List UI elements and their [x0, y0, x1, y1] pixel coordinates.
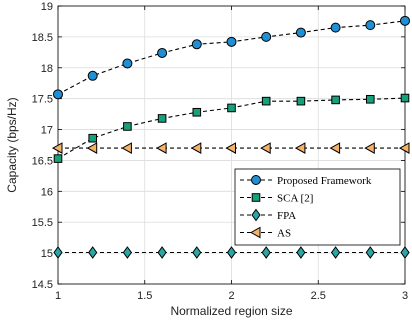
legend-label: Proposed Framework — [277, 175, 372, 187]
data-point — [122, 246, 133, 259]
legend-label: FPA — [277, 210, 296, 222]
y-tick-label: 17.5 — [32, 94, 53, 106]
data-point — [330, 246, 341, 259]
y-axis-label: Capacity (bps/Hz) — [5, 97, 19, 192]
data-point — [260, 142, 271, 154]
data-point — [122, 58, 133, 69]
data-point — [225, 142, 236, 154]
legend: Proposed Framework SCA [2] FPA AS — [234, 168, 401, 246]
data-point — [157, 246, 167, 259]
y-tick-label: 14.5 — [32, 279, 53, 291]
data-point — [86, 142, 98, 154]
y-tick-label: 16.5 — [32, 155, 53, 167]
legend-marker — [251, 175, 261, 185]
data-point — [53, 89, 63, 100]
data-point — [398, 142, 410, 154]
legend-label: SCA [2] — [277, 193, 313, 205]
data-point — [192, 107, 202, 117]
data-point — [157, 114, 167, 123]
y-tick-label: 15 — [41, 248, 53, 260]
y-tick-label: 16 — [41, 186, 53, 198]
data-point — [400, 246, 410, 259]
data-point — [261, 96, 271, 106]
data-point — [227, 103, 236, 113]
data-point — [156, 142, 167, 154]
legend-item: Proposed Framework — [240, 175, 372, 187]
data-point — [365, 20, 376, 31]
data-point — [261, 246, 271, 259]
data-point — [296, 246, 306, 259]
data-point — [329, 142, 341, 154]
data-point — [53, 246, 63, 259]
data-point — [51, 142, 63, 154]
series-sca-2 — [53, 93, 410, 163]
data-point — [87, 70, 98, 81]
x-tick-label: 1 — [55, 290, 61, 302]
data-point — [226, 36, 237, 47]
y-axis: 14.5 15 15.5 16 16.5 17 17.5 18 18.5 19 — [32, 1, 405, 291]
data-point — [364, 142, 375, 154]
series-layer — [51, 15, 410, 259]
series-as — [51, 142, 410, 154]
data-point — [400, 15, 410, 26]
data-point — [365, 246, 375, 259]
y-tick-label: 19 — [41, 1, 53, 13]
data-point — [192, 246, 202, 259]
data-point — [191, 39, 202, 50]
data-point — [296, 96, 306, 106]
data-point — [88, 133, 98, 143]
y-tick-label: 15.5 — [32, 217, 53, 229]
data-point — [261, 31, 272, 42]
y-tick-label: 18.5 — [32, 32, 53, 44]
legend-item: AS — [240, 226, 291, 240]
x-tick-label: 1.5 — [137, 290, 152, 302]
legend-label: AS — [277, 228, 291, 240]
series-proposed-framework — [53, 15, 410, 100]
x-tick-label: 2.5 — [311, 290, 326, 302]
y-tick-label: 18 — [41, 63, 53, 75]
legend-item: FPA — [240, 208, 296, 222]
legend-marker — [251, 208, 261, 222]
legend-item: SCA [2] — [240, 193, 313, 205]
data-point — [226, 246, 237, 259]
data-point — [295, 27, 306, 38]
x-tick-label: 2 — [228, 290, 234, 302]
data-point — [88, 246, 98, 259]
data-point — [294, 142, 306, 154]
data-point — [366, 94, 375, 104]
data-point — [190, 142, 202, 154]
data-point — [157, 47, 168, 58]
x-tick-label: 3 — [402, 290, 408, 302]
data-point — [53, 154, 63, 163]
x-axis-label: Normalized region size — [170, 304, 292, 318]
data-point — [123, 122, 132, 131]
y-tick-label: 17 — [41, 125, 53, 137]
data-point — [331, 95, 340, 105]
series-fpa — [53, 246, 410, 259]
legend-marker — [251, 193, 261, 202]
data-point — [400, 93, 410, 103]
data-point — [330, 22, 341, 33]
legend-marker — [249, 226, 261, 239]
data-point — [121, 142, 132, 154]
x-axis: 1 1.5 2 2.5 3 — [55, 6, 408, 302]
